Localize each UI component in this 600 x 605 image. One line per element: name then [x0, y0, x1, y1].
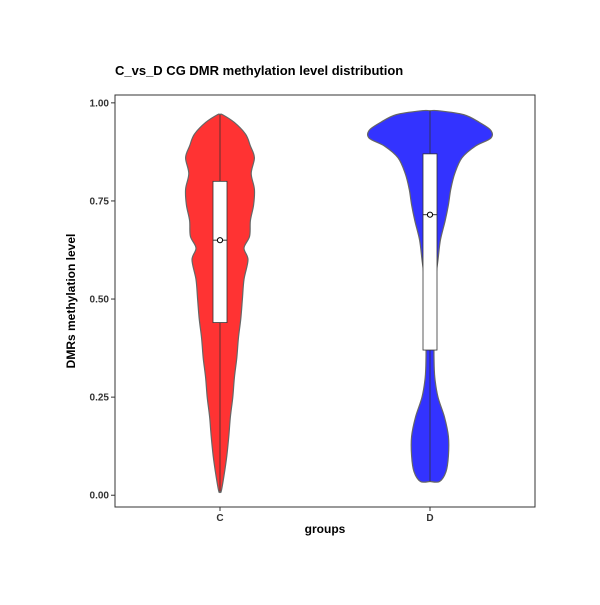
mean-point-d — [426, 211, 434, 218]
y-tick-label: 0.75 — [90, 196, 110, 207]
x-axis-label: groups — [305, 522, 346, 536]
box-c — [212, 180, 228, 323]
y-tick-label: 0.50 — [90, 295, 110, 306]
y-tick-label: 1.00 — [90, 98, 110, 109]
violin-group-c — [184, 113, 256, 494]
y-tick-label: 0.25 — [90, 393, 110, 404]
plot-panel — [114, 94, 536, 508]
violins-group — [184, 109, 494, 494]
mean-point-c — [216, 237, 224, 244]
x-tick-label: D — [426, 513, 433, 524]
box-d — [422, 153, 438, 351]
chart-title: C_vs_D CG DMR methylation level distribu… — [115, 63, 403, 78]
y-axis: 0.00 0.25 0.50 0.75 1.00 — [90, 98, 115, 502]
y-tick-label: 0.00 — [90, 491, 110, 502]
violin-group-d — [366, 109, 494, 483]
y-axis-label: DMRs methylation level — [64, 234, 78, 369]
x-tick-label: C — [216, 513, 223, 524]
